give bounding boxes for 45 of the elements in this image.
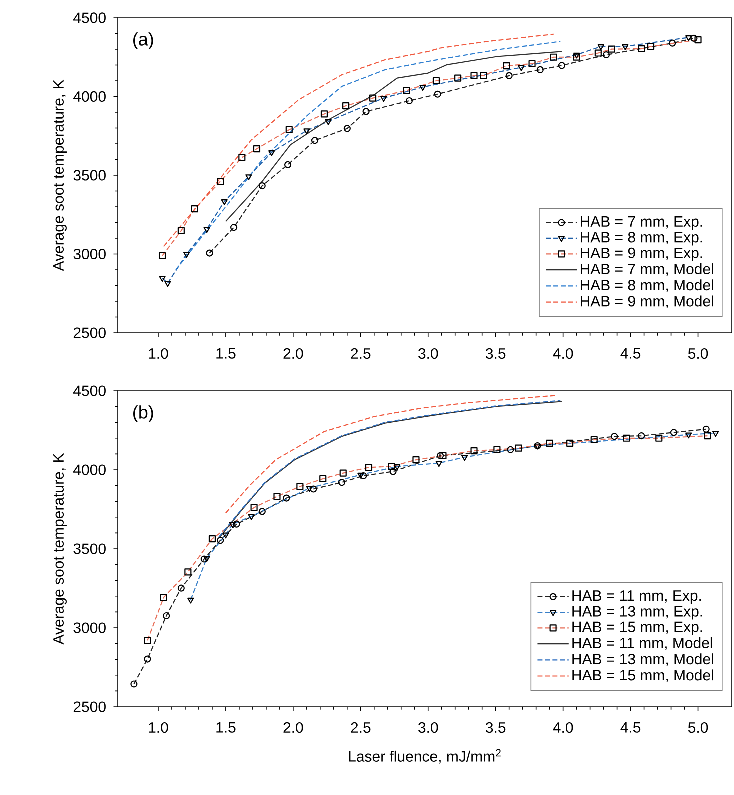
x-tick-label: 2.5: [351, 722, 371, 734]
y-tick-label: 3500: [74, 170, 106, 181]
x-tick-label: 4.0: [553, 722, 574, 734]
y-tick-label: 3000: [74, 248, 106, 260]
x-tick-label: 3.0: [418, 722, 438, 734]
x-tick-label: 4.5: [620, 722, 641, 733]
y-tick-label: 4000: [74, 91, 106, 102]
legend-label: HAB = 15 mm, Exp.: [572, 622, 702, 636]
legend-label: HAB = 9 mm, Model: [581, 296, 714, 309]
y-tick-label: 4500: [74, 12, 106, 24]
x-tick-label: 3.0: [418, 348, 438, 360]
x-tick-label: 4.5: [620, 348, 641, 359]
legend-label: HAB = 7 mm, Model: [581, 264, 714, 276]
y-tick-label: 2500: [74, 328, 106, 338]
x-tick-label: 5.0: [688, 348, 708, 360]
x-axis-title: Laser fluence, mJ/mm$^{2}$: [349, 749, 501, 764]
legend-label: HAB = 11 mm, Exp.: [572, 590, 702, 604]
y-axis-title: Average soot temperature, K: [54, 453, 67, 645]
x-tick-label: 2.5: [351, 348, 371, 360]
x-tick-label: 2.0: [284, 722, 304, 734]
y-tick-label: 4500: [74, 386, 106, 396]
x-tick-label: 3.5: [486, 348, 506, 360]
x-tick-label: 1.5: [216, 348, 236, 359]
x-tick-label: 1.5: [216, 722, 236, 733]
x-tick-label: 5.0: [688, 722, 708, 734]
y-tick-label: 2500: [74, 702, 106, 712]
legend-label: HAB = 11 mm, Model: [572, 637, 712, 650]
legend-label: HAB = 9 mm, Exp.: [581, 248, 702, 262]
y-tick-label: 4000: [74, 464, 106, 476]
y-tick-label: 3000: [74, 622, 106, 634]
x-tick-label: 1.0: [149, 348, 168, 360]
x-tick-label: 3.5: [486, 722, 506, 734]
legend-label: HAB = 7 mm, Exp.: [581, 216, 702, 230]
x-tick-label: 1.0: [149, 722, 168, 734]
x-tick-label: 2.0: [284, 348, 304, 360]
annotation: (b): [134, 406, 154, 422]
legend-label: HAB = 8 mm, Exp.: [581, 232, 702, 246]
y-axis-title: Average soot temperature, K: [54, 80, 67, 272]
x-tick-label: 4.0: [553, 348, 574, 360]
legend-label: HAB = 8 mm, Model: [581, 280, 714, 292]
legend-label: HAB = 13 mm, Exp.: [572, 606, 702, 620]
y-tick-label: 3500: [74, 544, 106, 554]
annotation: (a): [134, 32, 154, 50]
legend-label: HAB = 13 mm, Model: [572, 654, 714, 666]
legend-label: HAB = 15 mm, Model: [572, 670, 714, 682]
